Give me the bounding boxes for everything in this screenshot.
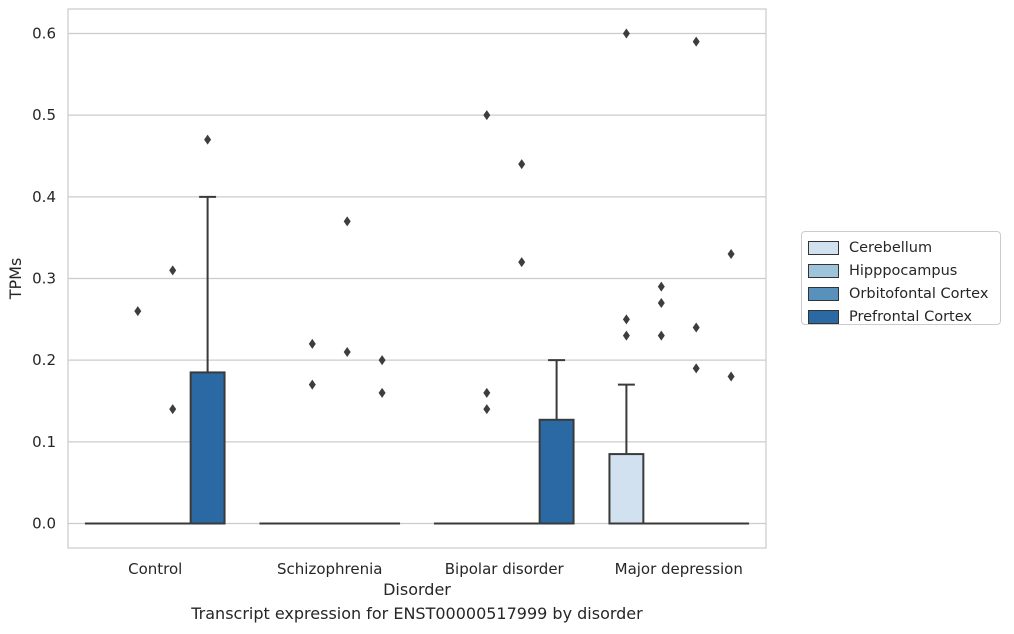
outlier-point <box>343 347 351 357</box>
plot-frame <box>67 8 767 549</box>
outlier-point <box>134 306 142 317</box>
figure-caption: Transcript expression for ENST0000051799… <box>191 604 643 623</box>
outlier-point <box>692 363 700 374</box>
outlier-point <box>692 322 700 333</box>
outlier-point <box>657 281 665 292</box>
outlier-point <box>483 110 491 121</box>
box <box>538 418 575 525</box>
y-tick-label: 0.3 <box>32 270 56 288</box>
legend-item: Hipppocampus <box>808 259 994 282</box>
legend-swatch <box>808 240 839 255</box>
outlier-point <box>692 36 700 47</box>
x-tick-label: Bipolar disorder <box>445 560 565 578</box>
legend-label: Orbitofontal Cortex <box>849 285 989 302</box>
y-tick-labels: 0.0 0.1 0.2 0.3 0.4 0.5 0.6 <box>32 25 56 533</box>
legend-item: Prefrontal Cortex <box>808 305 994 328</box>
legend-swatch <box>808 309 839 324</box>
box <box>189 371 226 525</box>
outlier-point <box>308 379 316 390</box>
box-group <box>84 195 750 525</box>
outlier-point <box>343 216 351 227</box>
legend-item: Cerebellum <box>808 236 994 259</box>
x-tick-label: Schizophrenia <box>277 560 382 578</box>
legend-swatch <box>808 263 839 278</box>
y-tick-label: 0.5 <box>32 106 56 124</box>
legend-label: Cerebellum <box>849 239 933 256</box>
legend-label: Prefrontal Cortex <box>849 308 972 325</box>
outlier-point <box>727 371 735 382</box>
outlier-point <box>483 387 491 398</box>
y-tick-label: 0.4 <box>32 188 56 206</box>
outlier-point <box>518 257 526 268</box>
outlier-point <box>483 404 491 415</box>
y-tick-label: 0.2 <box>32 351 56 369</box>
x-tick-labels: Control Schizophrenia Bipolar disorder Majo… <box>128 560 743 578</box>
outlier-point <box>518 159 526 170</box>
x-tick-label: Major depression <box>615 560 743 578</box>
outlier-point <box>727 249 735 259</box>
outlier-point <box>622 330 630 341</box>
outlier-point <box>169 404 177 415</box>
outlier-point <box>378 387 386 398</box>
box <box>608 453 645 525</box>
outlier-point <box>169 265 177 276</box>
y-tick-label: 0.0 <box>32 515 56 533</box>
y-tick-label: 0.1 <box>32 433 56 451</box>
outlier-point <box>657 330 665 341</box>
legend: Cerebellum Hipppocampus Orbitofontal Corte… <box>801 231 1001 325</box>
y-axis-label: TPMs <box>6 258 25 301</box>
legend-swatch <box>808 286 839 301</box>
outlier-point <box>204 134 212 145</box>
legend-label: Hipppocampus <box>849 262 958 279</box>
outlier-point <box>622 314 630 325</box>
y-tick-label: 0.6 <box>32 25 56 43</box>
flier-group <box>134 28 735 415</box>
outlier-point <box>308 338 316 349</box>
legend-item: Orbitofontal Cortex <box>808 282 994 305</box>
gridlines <box>68 32 766 525</box>
x-axis-label: Disorder <box>383 580 451 599</box>
outlier-point <box>378 355 386 366</box>
outlier-point <box>622 28 630 39</box>
outlier-point <box>657 298 665 308</box>
x-tick-label: Control <box>128 560 182 578</box>
